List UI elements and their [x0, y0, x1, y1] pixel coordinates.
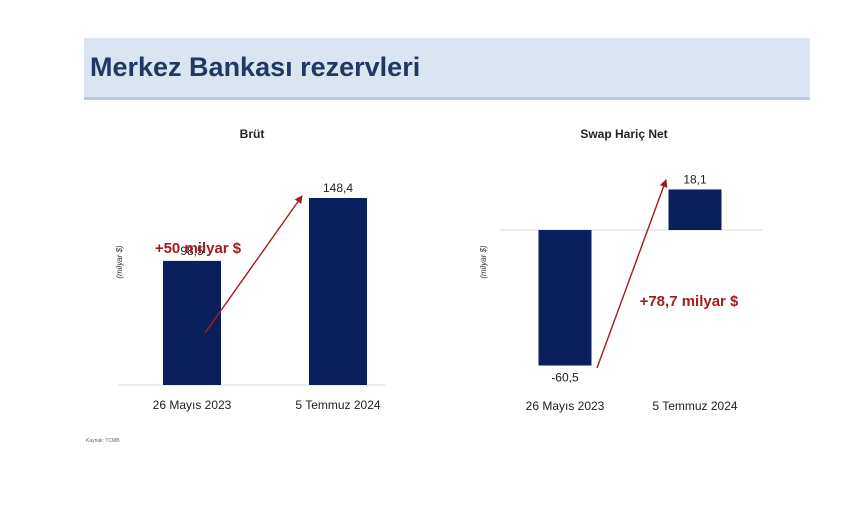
- gross-reserves-chart: Brüt (milyar $) 98,5 148,4 26 Mayıs 2023…: [115, 127, 385, 412]
- gross-chart-ylabel: (milyar $): [115, 245, 124, 279]
- net-value-label-2023: -60,5: [551, 371, 579, 385]
- net-increase-annotation: +78,7 milyar $: [640, 293, 739, 310]
- net-category-2023: 26 Mayıs 2023: [526, 399, 605, 413]
- net-reserves-chart: Swap Hariç Net (milyar $) -60,5 18,1 26 …: [479, 127, 762, 413]
- gross-bar-2024: [309, 198, 367, 385]
- net-value-label-2024: 18,1: [683, 172, 707, 186]
- net-category-2024: 5 Temmuz 2024: [652, 399, 737, 413]
- page-title: Merkez Bankası rezervleri: [90, 52, 421, 82]
- gross-value-label-2024: 148,4: [323, 181, 353, 195]
- title-banner: Merkez Bankası rezervleri: [84, 38, 810, 100]
- net-bar-2023: [538, 230, 592, 366]
- gross-category-2024: 5 Temmuz 2024: [295, 398, 380, 412]
- net-increase-arrow: [596, 179, 668, 369]
- net-chart-ylabel: (milyar $): [479, 245, 488, 279]
- gross-category-2023: 26 Mayıs 2023: [153, 398, 232, 412]
- net-chart-title: Swap Hariç Net: [580, 127, 667, 141]
- gross-increase-arrow: [204, 195, 303, 334]
- net-bar-2024: [668, 189, 722, 230]
- gross-increase-annotation: +50 milyar $: [155, 240, 242, 257]
- gross-value-label-2023: 98,5: [180, 244, 204, 258]
- source-note: Kaynak: TCMB: [86, 438, 120, 444]
- gross-chart-title: Brüt: [240, 127, 265, 141]
